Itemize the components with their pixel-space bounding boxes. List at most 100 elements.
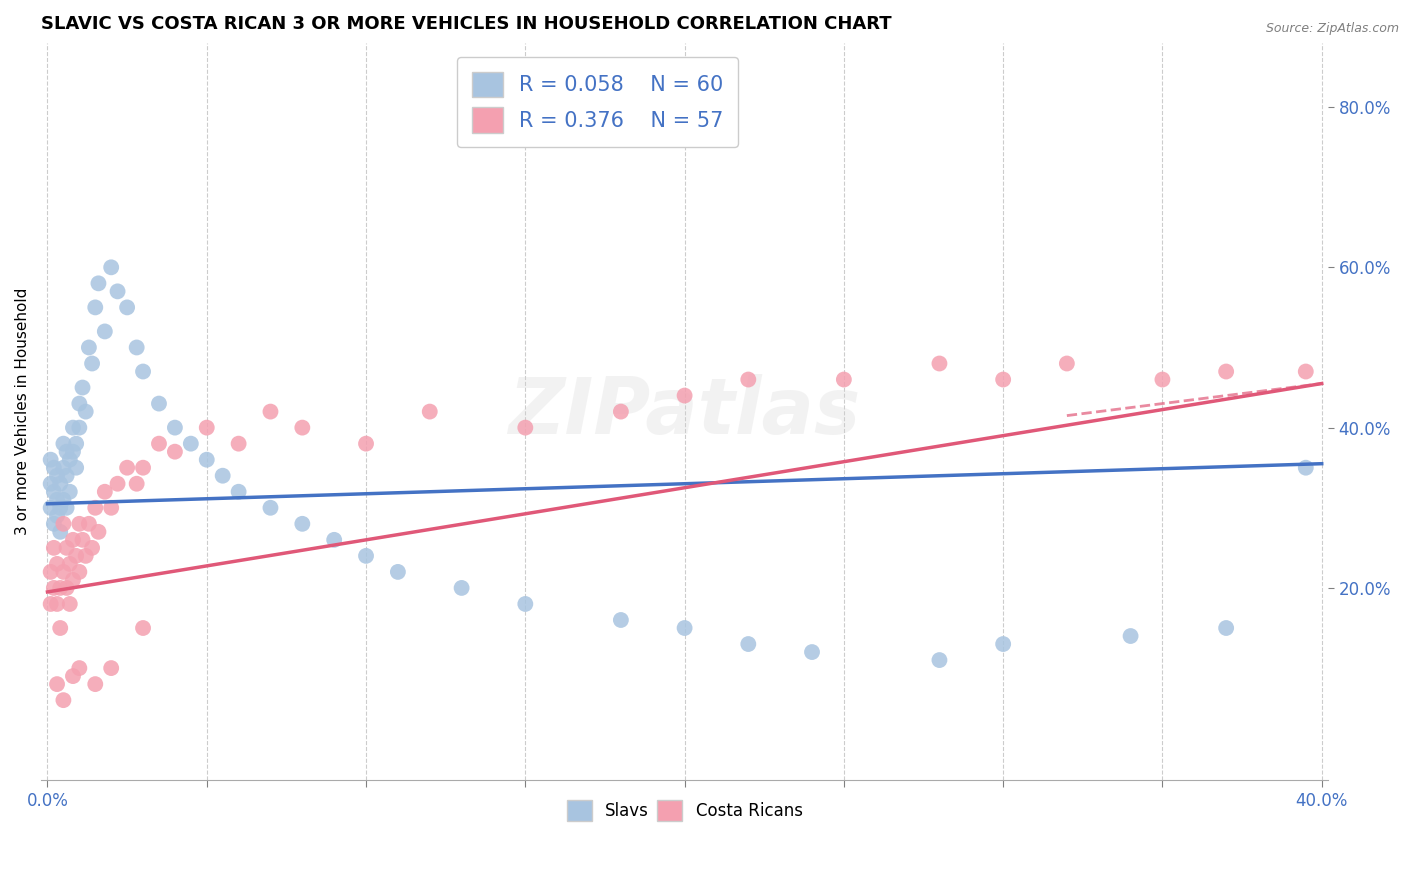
Point (39, 452, 62, 467)
Point (52, 516, 75, 531)
Point (148, 436, 170, 450)
Point (450, 581, 472, 595)
Point (87, 277, 110, 291)
Point (55, 500, 77, 515)
Point (55, 468, 77, 483)
Point (52, 492, 75, 507)
Point (291, 420, 314, 434)
Point (62, 573, 84, 587)
Text: Source: ZipAtlas.com: Source: ZipAtlas.com (1265, 22, 1399, 36)
Point (72, 380, 94, 394)
Point (801, 645, 824, 659)
Point (75, 549, 97, 563)
Point (46, 508, 69, 523)
Point (1295, 460, 1317, 475)
Point (65, 549, 87, 563)
Point (259, 404, 281, 418)
Point (419, 404, 441, 418)
Point (991, 637, 1014, 651)
Point (75, 404, 97, 418)
Point (737, 637, 759, 651)
Point (55, 581, 77, 595)
Point (55, 541, 77, 555)
Point (59, 452, 82, 467)
Point (42, 484, 65, 499)
Point (100, 500, 122, 515)
Point (46, 677, 69, 691)
Point (46, 492, 69, 507)
Point (49, 476, 72, 491)
Point (132, 460, 155, 475)
Point (100, 260, 122, 275)
Point (354, 436, 377, 450)
Point (1056, 357, 1078, 371)
Point (42, 581, 65, 595)
Point (928, 357, 950, 371)
Point (84, 301, 107, 315)
Point (515, 597, 537, 611)
Text: ZIPatlas: ZIPatlas (509, 374, 860, 450)
Point (228, 484, 250, 499)
Point (46, 597, 69, 611)
Point (62, 420, 84, 434)
Point (148, 396, 170, 410)
Point (39, 500, 62, 515)
Point (62, 533, 84, 547)
Point (46, 468, 69, 483)
Point (1152, 372, 1174, 386)
Point (228, 436, 250, 450)
Point (39, 597, 62, 611)
Point (1119, 629, 1142, 643)
Point (211, 468, 233, 483)
Point (77, 341, 100, 355)
Point (67, 420, 90, 434)
Point (94, 325, 117, 339)
Point (49, 621, 72, 635)
Point (59, 557, 82, 571)
Point (39, 565, 62, 579)
Point (65, 460, 87, 475)
Point (67, 516, 90, 531)
Point (737, 372, 759, 386)
Point (515, 420, 537, 434)
Point (115, 460, 138, 475)
Point (1215, 621, 1237, 635)
Point (87, 524, 110, 539)
Point (163, 420, 186, 434)
Point (387, 565, 409, 579)
Point (354, 549, 377, 563)
Point (65, 436, 87, 450)
Point (323, 533, 346, 547)
Point (42, 460, 65, 475)
Legend: Slavs, Costa Ricans: Slavs, Costa Ricans (560, 794, 810, 827)
Point (94, 484, 117, 499)
Point (52, 693, 75, 707)
Point (59, 597, 82, 611)
Point (125, 341, 148, 355)
Point (610, 404, 633, 418)
Point (1215, 364, 1237, 378)
Point (72, 533, 94, 547)
Point (59, 484, 82, 499)
Point (52, 436, 75, 450)
Point (132, 621, 155, 635)
Point (115, 301, 138, 315)
Point (107, 476, 129, 491)
Point (39, 476, 62, 491)
Point (832, 372, 855, 386)
Point (673, 388, 696, 402)
Point (49, 581, 72, 595)
Point (62, 444, 84, 458)
Point (610, 613, 633, 627)
Point (291, 516, 314, 531)
Point (163, 444, 186, 458)
Point (80, 541, 103, 555)
Point (49, 500, 72, 515)
Point (80, 357, 103, 371)
Point (67, 396, 90, 410)
Point (84, 500, 107, 515)
Point (46, 557, 69, 571)
Point (928, 653, 950, 667)
Point (195, 420, 218, 434)
Point (49, 524, 72, 539)
